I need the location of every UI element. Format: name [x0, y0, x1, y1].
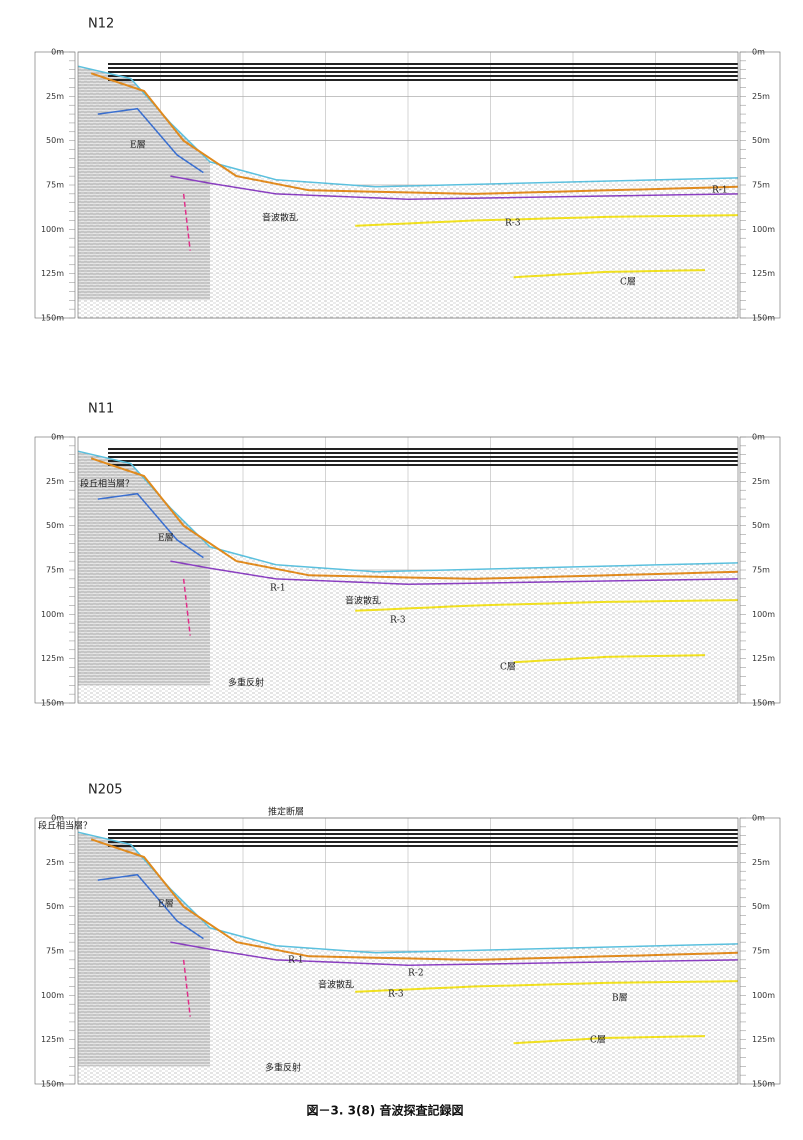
annotation: R-1 [288, 956, 304, 966]
depth-label: 50m [46, 902, 64, 911]
caption: 図－3. 3(8) 音波探査記録図 [307, 1103, 464, 1118]
depth-label: 0m [51, 48, 64, 57]
depth-label: 50m [46, 136, 64, 145]
horizon [90, 72, 739, 195]
depth-label: 25m [752, 477, 770, 486]
seismic-panel: N12 0m 0m 25m 25m 50m 50m 75m 75m 100m 100m 125m 125… [34, 17, 781, 323]
depth-label: 75m [46, 566, 64, 575]
fault [182, 193, 191, 251]
annotation: R-2 [408, 969, 424, 979]
depth-label: 125m [41, 1035, 64, 1044]
depth-label: 100m [752, 610, 775, 619]
horizon [170, 175, 739, 200]
depth-label: 150m [41, 314, 64, 323]
depth-label: 125m [752, 1035, 775, 1044]
fault [182, 578, 191, 636]
depth-label: 25m [752, 858, 770, 867]
horizon [170, 941, 739, 966]
horizon [355, 599, 739, 612]
depth-label: 150m [752, 314, 775, 323]
horizon [90, 838, 739, 961]
horizon [97, 492, 204, 559]
slope-zone [78, 66, 210, 301]
annotation: R-3 [505, 219, 521, 229]
depth-label: 150m [752, 1080, 775, 1089]
depth-label: 50m [752, 136, 770, 145]
horizon [355, 980, 739, 993]
slope-zone [78, 832, 210, 1067]
depth-label: 100m [752, 991, 775, 1000]
horizon [170, 560, 739, 585]
annotation: 段丘相当層？ [38, 820, 92, 832]
annotation: E層 [158, 533, 174, 544]
horizon [77, 831, 739, 954]
depth-label: 125m [41, 269, 64, 278]
seismic-panel: N205 0m 0m 25m 25m 50m 50m 75m 75m 100m 100m 125m 12… [34, 783, 781, 1089]
depth-label: 75m [752, 181, 770, 190]
depth-label: 0m [51, 433, 64, 442]
horizon [355, 214, 739, 227]
depth-label: 25m [752, 92, 770, 101]
depth-label: 75m [46, 181, 64, 190]
annotation: E層 [130, 140, 146, 151]
horizon [513, 654, 706, 664]
horizon [77, 65, 739, 188]
depth-label: 75m [752, 566, 770, 575]
depth-label: 75m [752, 947, 770, 956]
annotation: C層 [500, 662, 516, 673]
depth-label: 0m [752, 433, 765, 442]
horizon [97, 873, 204, 940]
annotation: R-3 [388, 990, 404, 1000]
plot-frame [77, 51, 739, 319]
depth-label: 125m [41, 654, 64, 663]
depth-label: 25m [46, 477, 64, 486]
annotation: 推定断層 [268, 806, 304, 818]
depth-label: 150m [41, 1080, 64, 1089]
depth-label: 50m [752, 902, 770, 911]
plot-frame [77, 817, 739, 1085]
horizon [513, 1035, 706, 1045]
slope-zone [78, 451, 210, 686]
depth-label: 25m [46, 92, 64, 101]
depth-label: 100m [752, 225, 775, 234]
depth-label: 25m [46, 858, 64, 867]
annotation: 多重反射 [228, 677, 264, 689]
depth-label: 125m [752, 269, 775, 278]
depth-label: 150m [41, 699, 64, 708]
annotation: B層 [612, 993, 628, 1004]
horizon [90, 457, 739, 580]
annotation: 音波散乱 [318, 979, 354, 991]
annotation: C層 [590, 1035, 606, 1046]
panel-title: N205 [88, 783, 123, 798]
annotation: 音波散乱 [262, 212, 298, 224]
depth-label: 150m [752, 699, 775, 708]
annotation: R-1 [712, 186, 728, 196]
annotation: C層 [620, 277, 636, 288]
depth-label: 100m [41, 225, 64, 234]
depth-label: 0m [752, 48, 765, 57]
depth-label: 0m [752, 814, 765, 823]
horizon [77, 450, 739, 573]
seismic-panel: N11 0m 0m 25m 25m 50m 50m 75m 75m 100m 100m 125m 125… [34, 402, 781, 708]
annotation: 音波散乱 [345, 595, 381, 607]
depth-label: 100m [41, 610, 64, 619]
horizon [97, 107, 204, 174]
annotation: E層 [158, 899, 174, 910]
depth-label: 50m [752, 521, 770, 530]
annotation: R-1 [270, 584, 286, 594]
depth-label: 125m [752, 654, 775, 663]
panel-title: N11 [88, 402, 114, 417]
fault [182, 959, 191, 1017]
panel-title: N12 [88, 17, 114, 32]
depth-label: 0m [51, 814, 64, 823]
depth-label: 100m [41, 991, 64, 1000]
annotation: 段丘相当層？ [80, 478, 134, 490]
annotation: 多重反射 [265, 1062, 301, 1074]
plot-frame [77, 436, 739, 704]
depth-label: 75m [46, 947, 64, 956]
horizon [513, 269, 706, 279]
depth-label: 50m [46, 521, 64, 530]
annotation: R-3 [390, 616, 406, 626]
